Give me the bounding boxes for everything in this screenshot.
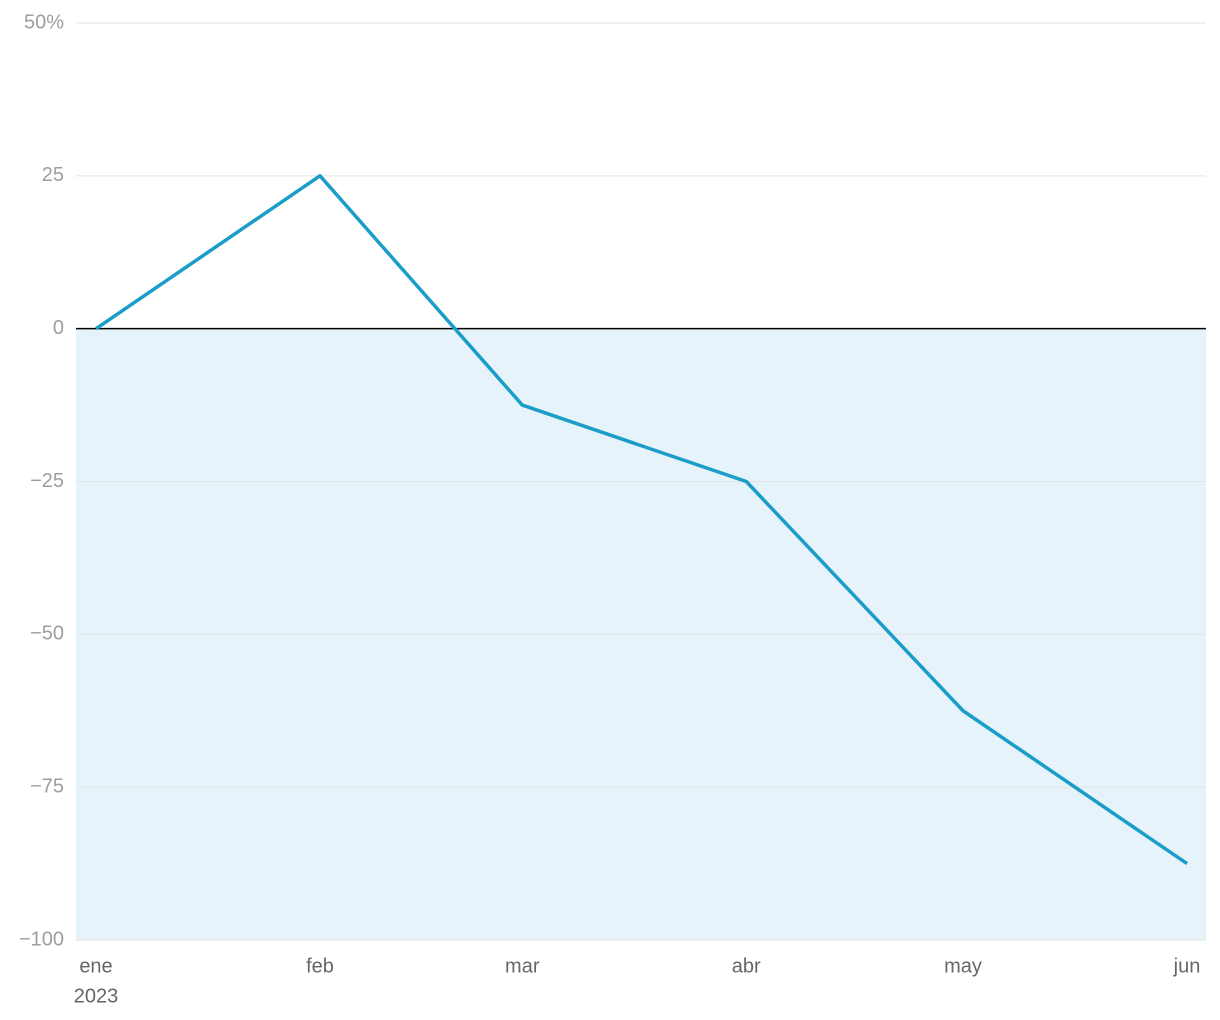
- y-tick-label: −50: [30, 623, 64, 645]
- y-tick-label: 0: [53, 317, 64, 339]
- x-tick-label: jun: [1173, 955, 1201, 977]
- series-line: [95, 174, 1188, 866]
- y-tick-label: −75: [30, 775, 64, 797]
- y-tick-label: 25: [42, 164, 64, 186]
- x-tick-label: may: [944, 955, 982, 977]
- y-tick-label: −100: [19, 928, 64, 950]
- x-year-label: 2023: [74, 985, 119, 1007]
- x-tick-label: abr: [732, 955, 761, 977]
- x-tick-label: mar: [505, 955, 540, 977]
- x-tick-label: ene: [79, 955, 112, 977]
- y-tick-label: −25: [30, 470, 64, 492]
- y-tick-label: 50%: [24, 11, 64, 33]
- x-tick-label: feb: [306, 955, 334, 977]
